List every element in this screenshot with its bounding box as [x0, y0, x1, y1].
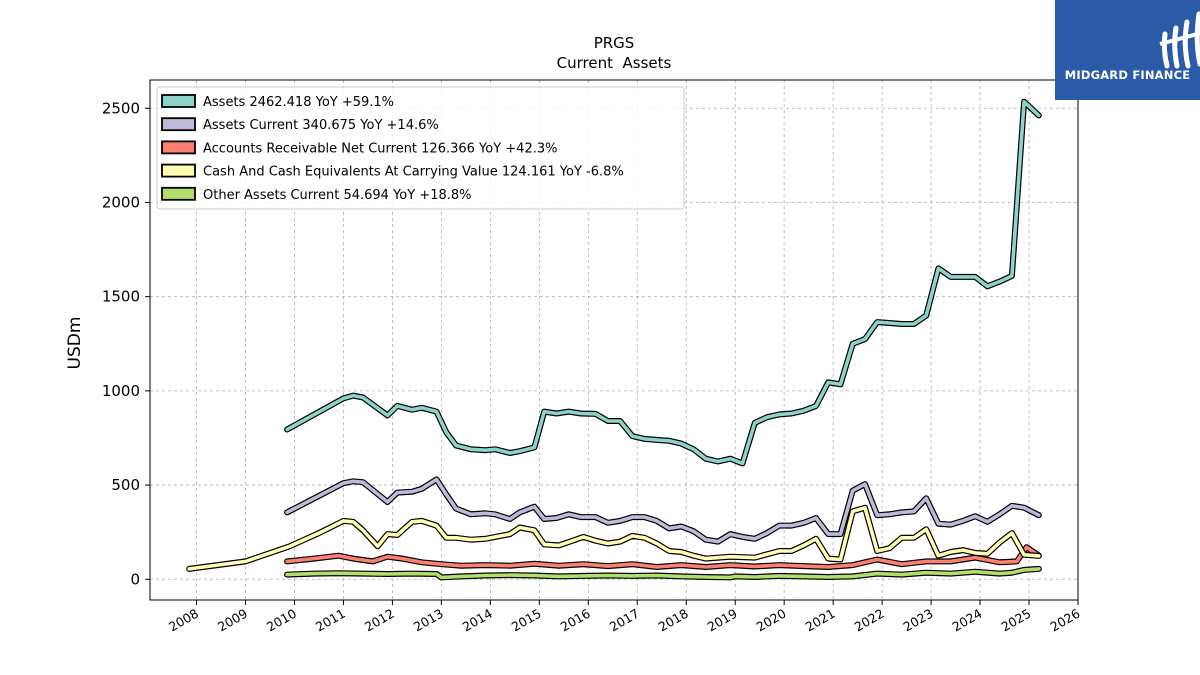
- x-tick-label: 2009: [215, 606, 250, 635]
- x-tick-label: 2023: [901, 606, 936, 635]
- plot-area: 0 500 1000 1500 2000 2500 2008 2009 2010 2011 2012…: [102, 79, 1083, 635]
- y-tick-label: 2000: [102, 193, 140, 211]
- x-tick-label: 2012: [362, 606, 397, 635]
- x-tick-label: 2019: [705, 606, 740, 635]
- legend-label: Accounts Receivable Net Current 126.366 …: [203, 141, 558, 156]
- y-tick-label: 1000: [102, 382, 140, 400]
- x-tick-label: 2008: [166, 606, 201, 635]
- chart-subtitle: Current Assets: [557, 54, 672, 72]
- plot-frame: [149, 79, 1079, 601]
- series-line: [285, 545, 1041, 569]
- series-line: [285, 99, 1041, 466]
- y-tick-label: 1500: [102, 288, 140, 306]
- x-tick-label: 2025: [998, 606, 1033, 635]
- legend-swatch: [161, 140, 196, 155]
- legend-label: Assets Current 340.675 YoY +14.6%: [203, 118, 439, 133]
- y-tick-label: 500: [111, 476, 140, 494]
- legend-label: Other Assets Current 54.694 YoY +18.8%: [203, 188, 472, 203]
- x-tick-label: 2014: [460, 606, 495, 635]
- legend-box: [156, 86, 685, 210]
- x-tick-label: 2010: [264, 606, 299, 635]
- legend-swatch: [161, 186, 196, 201]
- chart-title: PRGS: [594, 34, 635, 52]
- legend-swatch: [161, 163, 196, 178]
- x-tick-label: 2013: [411, 606, 446, 635]
- midgard-logo-icon: [1159, 11, 1200, 69]
- series-line: [285, 477, 1041, 544]
- x-tick-label: 2018: [656, 606, 691, 635]
- x-tick-label: 2021: [803, 606, 838, 635]
- legend-label: Cash And Cash Equivalents At Carrying Va…: [203, 165, 624, 180]
- series-line: [285, 567, 1041, 580]
- legend-swatch: [161, 94, 196, 108]
- x-tick-label: 2017: [607, 606, 642, 635]
- x-tick-label: 2026: [1047, 606, 1082, 635]
- y-axis-label: USDm: [65, 317, 85, 370]
- legend-swatch: [161, 117, 196, 132]
- brand-name: MIDGARD FINANCE: [1064, 68, 1191, 82]
- x-tick-label: 2024: [950, 606, 985, 635]
- y-tick-label: 2500: [102, 99, 140, 117]
- legend-label: Assets 2462.418 YoY +59.1%: [203, 95, 394, 110]
- x-tick-label: 2011: [313, 606, 348, 635]
- series-line: [187, 505, 1041, 571]
- brand-logo: MIDGARD FINANCE: [1055, 0, 1200, 100]
- x-tick-label: 2015: [509, 606, 544, 635]
- x-tick-label: 2016: [558, 606, 593, 635]
- x-tick-label: 2020: [754, 606, 789, 635]
- x-tick-label: 2022: [852, 606, 887, 635]
- y-tick-label: 0: [130, 570, 140, 588]
